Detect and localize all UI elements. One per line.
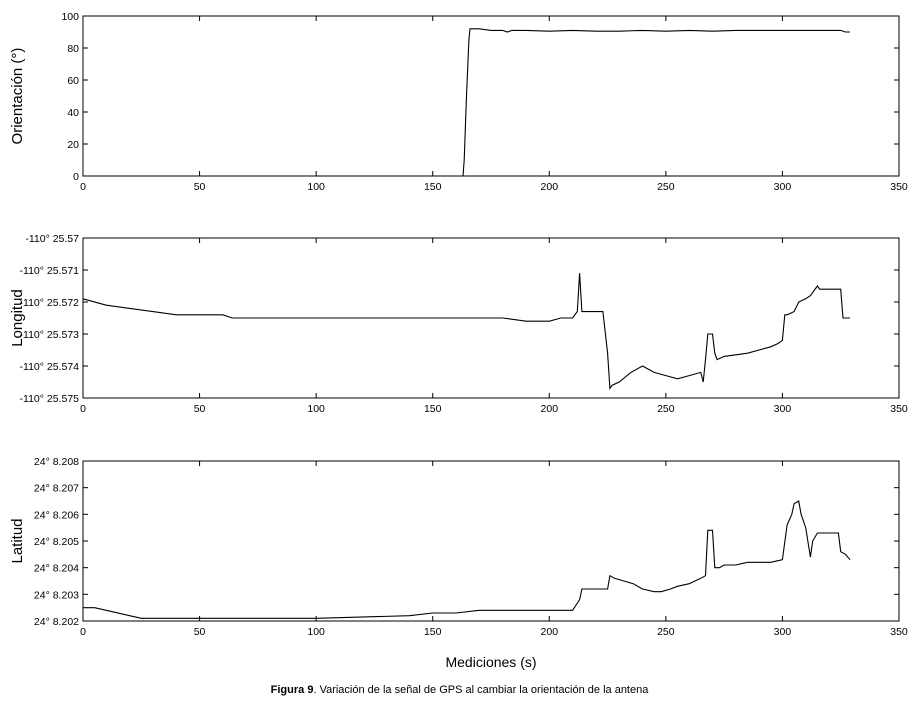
orientation-y-tick-label: 40 [67, 107, 79, 119]
caption-label: Figura 9 [270, 684, 314, 696]
longitude-y-tick-label: -110° 25.572 [20, 297, 80, 309]
latitude-x-tick-label: 50 [194, 626, 206, 638]
longitude-x-tick-label: 0 [80, 403, 86, 415]
orientation-x-tick-label: 0 [80, 181, 86, 193]
longitude-x-tick-label: 50 [194, 403, 206, 415]
latitude-x-axis-label: Mediciones (s) [445, 654, 536, 670]
latitude-x-tick-label: 300 [774, 626, 792, 638]
latitude-y-tick-label: 24° 8.206 [34, 509, 79, 521]
longitude-x-tick-label: 200 [541, 403, 559, 415]
orientation-y-tick-label: 0 [73, 171, 79, 183]
longitude-y-tick-label: -110° 25.574 [20, 361, 80, 373]
latitude-y-tick-label: 24° 8.207 [34, 483, 79, 495]
latitude-y-tick-label: 24° 8.202 [34, 616, 79, 628]
orientation-plot-frame [82, 15, 900, 177]
figure-caption: Figura 9. Variación de la señal de GPS a… [0, 684, 919, 696]
longitude-y-tick-label: -110° 25.575 [20, 393, 80, 405]
latitude-y-tick-label: 24° 8.204 [34, 563, 79, 575]
longitude-y-tick-label: -110° 25.57 [25, 233, 79, 245]
longitude-x-tick-label: 250 [657, 403, 675, 415]
latitude-y-axis-label: Latitud [9, 518, 26, 563]
longitude-y-tick-label: -110° 25.573 [20, 329, 80, 341]
latitude-y-tick-label: 24° 8.203 [34, 589, 79, 601]
figure-canvas: 0 50 100 150 200 250 300 350 0 20 40 60 80 100 Orienta… [9, 11, 908, 670]
orientation-y-tick-label: 20 [67, 139, 79, 151]
latitude-plot-frame [82, 460, 900, 622]
longitude-y-axis-label: Longitud [9, 289, 26, 347]
longitude-panel: 0 50 100 150 200 250 300 350 -110° 25.575 -110° 2… [9, 233, 908, 415]
orientation-x-tick-label: 250 [657, 181, 675, 193]
longitude-x-tick-label: 150 [424, 403, 442, 415]
latitude-panel: 0 50 100 150 200 250 300 350 24° 8.202 24° 8.203 2… [9, 456, 908, 670]
orientation-y-axis-label: Orientación (°) [9, 48, 26, 145]
latitude-x-tick-label: 350 [890, 626, 908, 638]
latitude-y-tick-label: 24° 8.208 [34, 456, 79, 468]
latitude-x-tick-label: 150 [424, 626, 442, 638]
latitude-x-tick-label: 0 [80, 626, 86, 638]
orientation-x-tick-label: 150 [424, 181, 442, 193]
orientation-panel: 0 50 100 150 200 250 300 350 0 20 40 60 80 100 Orienta… [9, 11, 908, 193]
latitude-x-tick-label: 250 [657, 626, 675, 638]
orientation-x-tick-label: 200 [541, 181, 559, 193]
orientation-y-tick-label: 80 [67, 43, 79, 55]
caption-text: . Variación de la señal de GPS al cambia… [313, 684, 649, 696]
orientation-x-tick-label: 300 [774, 181, 792, 193]
longitude-y-tick-label: -110° 25.571 [20, 265, 80, 277]
latitude-x-tick-label: 200 [541, 626, 559, 638]
longitude-x-tick-label: 350 [890, 403, 908, 415]
orientation-x-tick-label: 350 [890, 181, 908, 193]
latitude-y-tick-label: 24° 8.205 [34, 536, 79, 548]
latitude-x-tick-label: 100 [307, 626, 325, 638]
longitude-x-tick-label: 100 [307, 403, 325, 415]
orientation-y-tick-label: 60 [67, 75, 79, 87]
orientation-y-tick-label: 100 [61, 11, 79, 23]
orientation-x-tick-label: 100 [307, 181, 325, 193]
longitude-x-tick-label: 300 [774, 403, 792, 415]
orientation-x-tick-label: 50 [194, 181, 206, 193]
longitude-series-line [82, 273, 850, 390]
orientation-series-line [83, 28, 850, 177]
latitude-series-line [83, 500, 851, 619]
